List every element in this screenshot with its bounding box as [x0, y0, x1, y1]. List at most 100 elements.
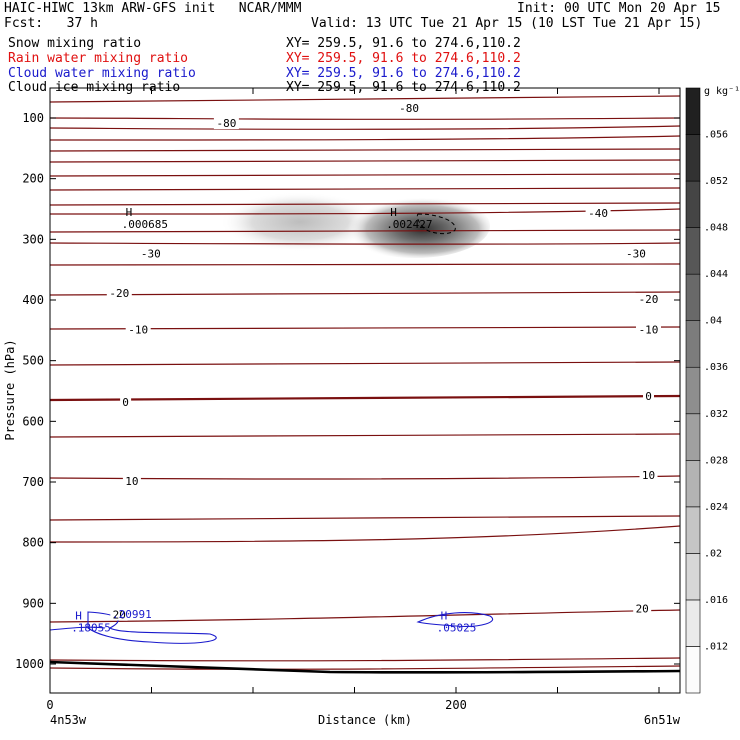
- maximum-value: .05025: [437, 622, 477, 635]
- chart-title: HAIC-HIWC 13km ARW-GFS init NCAR/MMM: [4, 1, 302, 16]
- colorbar-label: .016: [704, 595, 728, 606]
- colorbar-label: .024: [704, 502, 728, 513]
- colorbar: .012 .016 .02 .024 .028 .032 .036 .04 .044 .048 .0…: [685, 87, 728, 694]
- isotherm-label: 10: [642, 469, 655, 482]
- cloud-water-contour-label: .20991: [112, 608, 152, 621]
- y-tick-label: 700: [22, 475, 44, 489]
- colorbar-label: .056: [704, 130, 728, 141]
- isotherm-label: -30: [626, 248, 646, 261]
- colorbar-bin: [685, 87, 701, 135]
- y-tick-label: 500: [22, 354, 44, 368]
- x-axis-title: Distance (km): [318, 713, 412, 727]
- contour-label-bg: [636, 323, 661, 336]
- y-tick-label: 600: [22, 414, 44, 428]
- isotherm-label: 0: [122, 396, 129, 409]
- cloud-ice-contour: [416, 213, 456, 235]
- contour-label-bg: [106, 286, 132, 299]
- contour-label-bg: [110, 608, 129, 621]
- maximum-value: .002427: [386, 218, 432, 231]
- contour-label-bg: [643, 390, 654, 403]
- colorbar-bin: [685, 273, 701, 321]
- isotherm-label: -30: [141, 248, 161, 261]
- isotherm-label: -20: [639, 293, 659, 306]
- isotherm-label: 20: [113, 608, 126, 621]
- y-tick-label: 900: [22, 596, 44, 610]
- isotherm-label: -80: [216, 117, 236, 130]
- colorbar-bin: [685, 646, 701, 694]
- colorbar-label: .048: [704, 223, 728, 234]
- isotherm-label: -80: [399, 102, 419, 115]
- isotherm-label: 0: [645, 390, 652, 403]
- contour-label-bg: [585, 206, 611, 219]
- y-tick-label: 800: [22, 536, 44, 550]
- forecast-hour: Fcst: 37 h: [4, 16, 98, 31]
- plot-frame: [49, 87, 681, 694]
- colorbar-bin: [685, 134, 701, 182]
- x-left-endpoint: 4n53w: [50, 713, 87, 727]
- contour-label-bg: [633, 602, 652, 615]
- colorbar-bin: [685, 460, 701, 508]
- isotherm-label: -40: [588, 207, 608, 220]
- field-rain-xy: XY= 259.5, 91.6 to 274.6,110.2: [286, 51, 521, 66]
- contour-label-bg: [125, 323, 151, 336]
- cloud-water-contours: [49, 611, 493, 644]
- colorbar-label: .032: [704, 409, 728, 420]
- colorbar-bin: [685, 599, 701, 647]
- field-cloudwater-label: Cloud water mixing ratio: [8, 66, 196, 81]
- maximum-value: .000685: [122, 218, 168, 231]
- mixing-ratio-shading: [220, 192, 490, 258]
- field-snow-xy: XY= 259.5, 91.6 to 274.6,110.2: [286, 36, 521, 51]
- contour-label-bg: [636, 293, 661, 305]
- contour-label-bg: [138, 247, 164, 260]
- colorbar-label: .04: [704, 316, 722, 327]
- contour-label-bg: [120, 396, 132, 409]
- maximum-mark: H: [390, 206, 397, 219]
- colorbar-bin: [685, 180, 701, 228]
- isotherm-label: 10: [125, 475, 138, 488]
- isotherm-label: 20: [636, 602, 649, 615]
- colorbar-bin: [685, 553, 701, 601]
- maximum-mark: H: [126, 206, 133, 219]
- contour-label-bg: [122, 475, 141, 487]
- y-tick-label: 200: [22, 172, 44, 186]
- shaded-ice-region-west: [220, 192, 380, 252]
- colorbar-label: .052: [704, 176, 728, 187]
- contour-labels: -80 -80 -40 -30 -30 -20 -20 -10 -10 0 0 10 10 20 20: [106, 101, 661, 621]
- maximum-mark: H: [441, 610, 448, 623]
- isotherm-label: -20: [109, 287, 129, 300]
- isotherm-label: -10: [128, 323, 148, 336]
- colorbar-label: .012: [704, 641, 728, 652]
- colorbar-label: .036: [704, 362, 728, 373]
- maximum-mark: H: [75, 610, 82, 623]
- contour-label-bg: [396, 101, 422, 114]
- colorbar-bin: [685, 320, 701, 368]
- terrain-line: [49, 660, 681, 674]
- colorbar-bin: [685, 506, 701, 554]
- x-axis: 0 200: [46, 88, 660, 712]
- contour-label-bg: [623, 247, 649, 260]
- y-axis-title: Pressure (hPa): [3, 339, 17, 440]
- colorbar-bin: [685, 413, 701, 461]
- colorbar-bin: [685, 227, 701, 275]
- shaded-ice-region-east: [340, 194, 490, 258]
- isotherm-lines: [50, 95, 680, 670]
- y-tick-label: 300: [22, 232, 44, 246]
- x-tick-label: 0: [46, 698, 53, 712]
- field-rain-label: Rain water mixing ratio: [8, 51, 189, 66]
- valid-time: Valid: 13 UTC Tue 21 Apr 15 (10 LST Tue …: [311, 16, 703, 31]
- x-tick-label: 200: [445, 698, 467, 712]
- isotherm-label: -10: [639, 323, 659, 336]
- colorbar-label: .044: [704, 269, 728, 280]
- colorbar-bin: [685, 366, 701, 415]
- colorbar-unit: g kg⁻¹: [704, 86, 740, 97]
- field-cloudwater-xy: XY= 259.5, 91.6 to 274.6,110.2: [286, 66, 521, 81]
- y-tick-label: 400: [22, 293, 44, 307]
- contour-label-bg: [213, 117, 239, 130]
- y-tick-label: 100: [22, 111, 44, 125]
- colorbar-label: .02: [704, 548, 722, 559]
- maximum-value: .18055: [71, 622, 111, 635]
- colorbar-label: .028: [704, 455, 728, 466]
